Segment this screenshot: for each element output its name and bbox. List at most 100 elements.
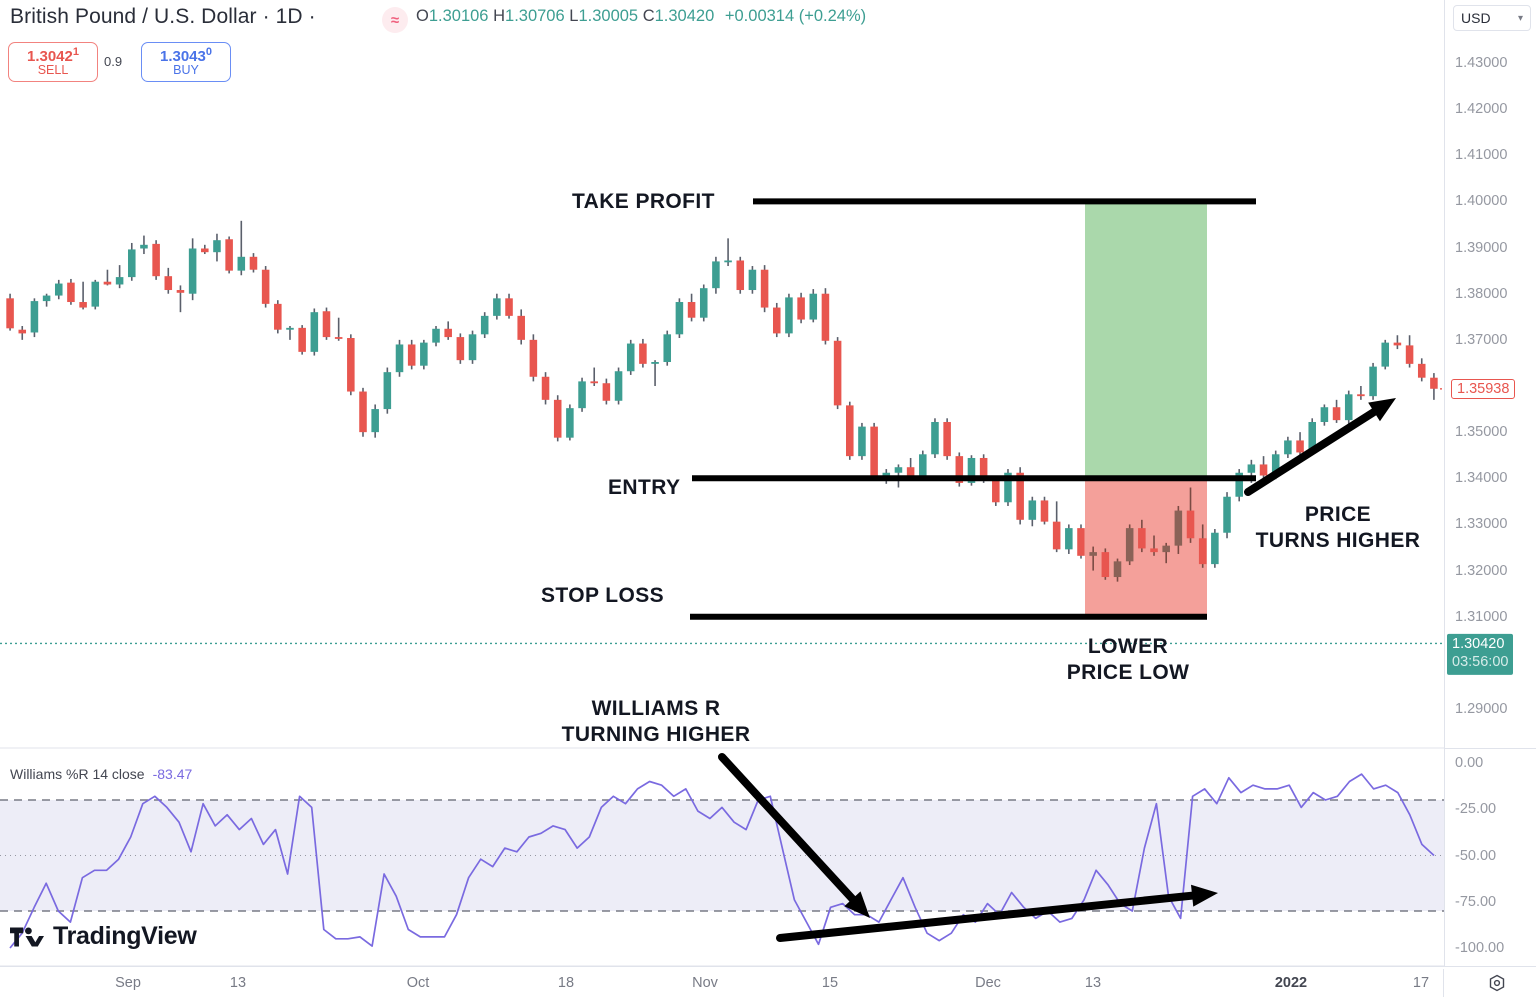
candle-body [18,329,27,334]
ohlc-close-label: C [642,7,655,25]
candle-body [529,339,538,377]
candle-body [517,315,525,340]
candle-body [359,391,367,433]
candle-body [310,312,319,352]
indicator-legend[interactable]: Williams %R 14 close -83.47 [10,766,192,782]
indicator-tick: -50.00 [1455,847,1497,864]
candle-body [140,244,148,249]
candle-body [1162,545,1170,553]
candle-body [1028,500,1037,520]
candle-body [979,457,988,480]
candle-body [1125,528,1134,562]
candle-body [541,376,550,400]
candle-body [846,405,854,457]
loss-zone [1085,478,1207,617]
candle-body [468,334,477,361]
williams-trend-arrow-head [1191,884,1218,907]
timezone-icon[interactable] [1488,974,1506,992]
candle-body [213,240,221,253]
candle-body [407,344,416,366]
candle-body [286,327,294,330]
candle-body [967,457,976,483]
candle-body [772,307,781,334]
candle-body [42,295,51,302]
candle-body [334,337,343,339]
candle-body [249,256,258,270]
candle-body [225,239,233,271]
buy-button[interactable]: 1.30430 BUY [141,42,231,82]
candle-body [602,383,611,401]
price-tick-mark [1532,617,1536,618]
ohlc-readout: O1.30106 H1.30706 L1.30005 C1.30420 +0.0… [416,7,866,26]
price-axis[interactable]: USD ▾ 1.43000 1.42000 1.41000 1.40000 1.3900… [1444,0,1536,999]
candle-body [1223,496,1231,533]
time-tick: 2022 [1274,975,1308,991]
candle-body [919,454,927,477]
candle-body [724,260,732,263]
candle-body [1138,528,1146,549]
indicator-value: -83.47 [152,766,193,782]
annotation-williams-line2: TURNING HIGHER [561,723,751,747]
axis-pane-divider [1444,748,1536,749]
candle-body [955,456,964,483]
candle-body [931,421,939,455]
candle-body [1077,528,1085,556]
time-tick: Nov [692,975,718,991]
candle-body [1150,548,1158,553]
current-price-countdown: 03:56:00 [1452,653,1509,670]
candle-body [736,260,745,291]
sell-button[interactable]: 1.30421 SELL [8,42,98,82]
price-tick-mark [1532,571,1536,572]
candle-body [261,269,270,304]
price-tick-mark [1532,248,1536,249]
currency-select[interactable]: USD ▾ [1453,5,1531,31]
candle-body [480,315,489,335]
candle-body [687,302,696,318]
candle-body [79,302,87,308]
candle-body [91,281,100,307]
price-tick: 1.32000 [1455,562,1508,579]
candle-body [760,269,769,308]
price-tick-mark [1532,155,1536,156]
time-axis[interactable]: Sep 13 Oct 18 Nov 15 Dec 13 2022 17 [0,966,1536,999]
candle-body [1381,342,1390,367]
candle-body [201,248,209,253]
price-tick: 1.39000 [1455,239,1508,256]
tradingview-logo[interactable]: TradingView [10,922,197,951]
candle-body [1004,472,1012,503]
tradingview-mark-icon [10,926,44,946]
ohlc-open-label: O [416,7,429,25]
candle-body [347,338,355,392]
annotation-price-turns-higher: PRICE TURNS HIGHER [1256,502,1421,555]
candle-body [456,337,465,361]
candle-body [1211,532,1219,565]
candle-body [395,344,404,373]
spread-value: 0.9 [104,54,123,69]
indicator-tick: 0.00 [1455,755,1484,771]
current-price-value: 1.30420 [1452,636,1505,653]
candle-body [748,269,757,291]
candle-body [237,256,246,271]
candle-body [809,293,818,320]
candle-body [1198,538,1207,565]
price-turns-higher-arrow-shaft [1244,401,1389,496]
price-tick-mark [1532,294,1536,295]
annotation-take-profit: TAKE PROFIT [572,190,715,213]
heikin-ashi-icon[interactable]: ≈ [382,7,408,33]
williams-turning-higher-arrow-head [844,891,870,918]
indicator-band [0,800,1444,911]
candle-body [894,467,903,473]
candle-body [176,290,185,293]
profit-zone [1085,201,1207,479]
candle-body [383,372,392,410]
sell-label: SELL [37,63,69,78]
candle-body [1320,407,1329,422]
ohlc-change: +0.00314 (+0.24%) [724,7,867,25]
time-tick: Oct [406,975,430,991]
ohlc-high-value: 1.30706 [505,7,565,25]
candle-body [1393,342,1402,346]
buy-price-fraction: 0 [205,45,212,58]
symbol-title[interactable]: British Pound / U.S. Dollar · 1D · [10,5,316,28]
candle-body [444,328,452,338]
